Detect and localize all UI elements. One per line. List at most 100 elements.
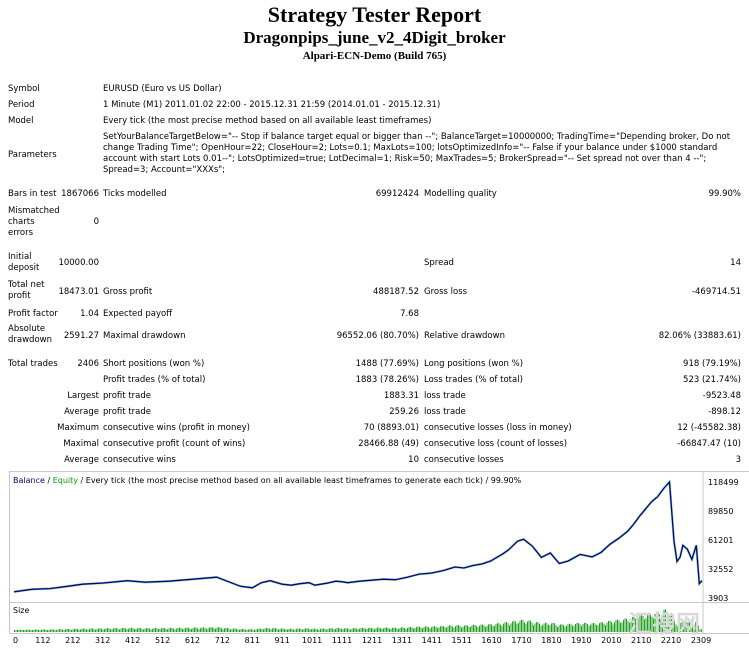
mismatched-value: 0 [93,217,99,227]
average-loss-value: -898.12 [708,407,741,417]
size-bar [135,629,137,632]
size-bar [398,629,399,632]
size-bar [327,628,329,632]
size-bar [465,625,467,632]
size-bar [261,629,263,632]
size-bar [246,630,248,632]
size-bar [47,630,48,632]
size-bar [170,627,171,632]
size-bar [477,627,479,632]
ticks-value: 69912424 [375,189,419,199]
size-bar [174,629,176,632]
deposit-label: Initial deposit [8,252,40,273]
trades-label: Total trades [8,359,58,369]
size-bar [642,616,644,632]
size-bar [446,627,447,632]
size-bar [692,626,693,632]
size-bar [402,627,404,632]
size-bar [144,628,146,632]
size-bar [506,622,507,632]
size-bar [372,628,374,632]
size-bar [15,630,17,632]
size-bar [551,623,552,632]
size-label: Size [13,606,30,615]
size-bar [236,628,237,632]
size-bar [116,628,117,632]
size-bar [455,626,456,632]
size-bar [656,611,657,632]
size-bar [245,629,246,632]
size-bar [326,629,327,632]
parameters-label: Parameters [8,150,57,160]
y-tick-label: 89850 [708,507,733,516]
size-bar [62,629,63,632]
size-bar [65,629,66,632]
size-bar [614,622,615,632]
size-bar [378,627,380,632]
grossprofit-label: Gross profit [103,287,153,297]
size-bar [149,628,150,632]
size-bar [437,627,438,632]
quality-label: Modelling quality [424,189,497,199]
size-bar [299,628,300,632]
size-bar [401,627,402,632]
size-bar [302,629,303,632]
size-bar [180,628,182,632]
size-bar [392,627,393,632]
size-bar [114,628,116,632]
size-bar [408,627,410,632]
size-bar [611,622,612,632]
size-bar [138,627,140,632]
size-bar [150,629,152,632]
x-tick-label: 1710 [511,636,531,645]
size-bar [272,628,273,632]
size-bar [483,625,485,632]
size-bar [131,627,132,632]
size-bar [39,630,41,632]
size-bar [525,623,527,632]
size-bar [195,627,197,632]
size-bar [368,628,369,632]
size-bar [410,626,411,632]
size-bar [281,628,282,632]
size-bar [365,628,366,632]
size-bar [630,619,632,632]
size-bar [113,628,114,632]
size-bar [480,624,482,632]
size-bar [204,627,206,632]
reldd-value: 82.06% (33883.61) [658,331,741,341]
size-bar [155,628,156,632]
size-bar [324,629,326,632]
x-tick-label: 412 [125,636,140,645]
size-bar [254,630,255,632]
absdd-label: Absolute drawdown [8,324,52,345]
size-bar [321,628,323,632]
x-tick-label: 1910 [571,636,591,645]
size-bar [531,622,533,632]
size-bar [369,627,371,632]
size-bar [234,628,236,632]
y-tick-label: 118499 [708,478,739,487]
size-bar [447,626,449,632]
size-bar [347,628,348,632]
size-bar [488,624,489,632]
size-bar [489,623,491,632]
size-bar [228,628,230,632]
size-bar [141,628,143,632]
size-bar [518,623,519,632]
size-bar [545,622,546,632]
size-bar [479,625,480,632]
size-bar [348,628,350,632]
size-bar [218,627,219,632]
size-bar [279,629,281,632]
size-bar [503,623,504,632]
size-bar [290,628,291,632]
size-bar [546,623,548,632]
size-bar [240,629,242,632]
size-bar [500,624,501,632]
size-bar [618,620,620,632]
size-bar [81,628,83,632]
size-bar [323,628,324,632]
size-bar [212,627,213,632]
size-bar [134,629,135,632]
